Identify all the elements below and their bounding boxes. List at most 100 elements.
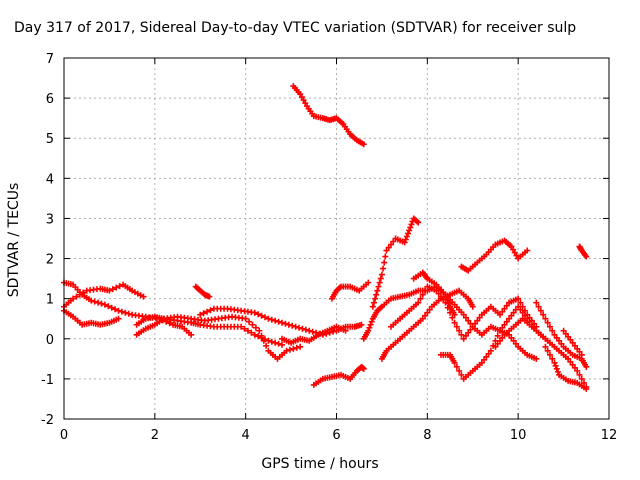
data-point bbox=[275, 340, 282, 347]
data-point bbox=[456, 327, 463, 334]
data-point bbox=[426, 306, 433, 313]
data-point bbox=[365, 327, 372, 334]
y-tick-label: 4 bbox=[46, 172, 54, 187]
data-point bbox=[298, 94, 305, 101]
data-point bbox=[358, 321, 365, 328]
data-point bbox=[558, 340, 565, 347]
data-point bbox=[465, 317, 472, 324]
x-axis-label: GPS time / hours bbox=[261, 456, 379, 472]
x-tick-label: 8 bbox=[423, 428, 431, 443]
data-point bbox=[306, 327, 313, 334]
data-point bbox=[519, 309, 526, 316]
data-point bbox=[422, 312, 429, 319]
data-series-arc-6 bbox=[192, 283, 213, 300]
data-point bbox=[503, 302, 510, 309]
data-point bbox=[375, 283, 382, 290]
data-point bbox=[309, 328, 316, 335]
data-point bbox=[453, 363, 460, 370]
data-point bbox=[552, 362, 559, 369]
data-point bbox=[583, 363, 590, 370]
data-point bbox=[115, 307, 122, 314]
data-point bbox=[108, 304, 115, 311]
data-point bbox=[444, 304, 451, 311]
y-tick-label: 7 bbox=[46, 52, 54, 67]
data-point bbox=[125, 310, 132, 317]
data-series-arc-2 bbox=[61, 279, 195, 338]
data-series-arc-9 bbox=[290, 83, 367, 148]
data-point bbox=[467, 320, 474, 327]
data-series-arc-3 bbox=[61, 281, 147, 310]
data-point bbox=[76, 291, 83, 298]
data-point bbox=[554, 368, 561, 375]
data-point bbox=[576, 348, 583, 355]
data-point bbox=[578, 375, 585, 382]
data-point bbox=[501, 321, 508, 328]
data-point bbox=[583, 385, 590, 392]
data-series-arc-10 bbox=[310, 363, 367, 388]
data-point bbox=[118, 308, 125, 315]
data-point bbox=[95, 299, 102, 306]
data-point bbox=[279, 319, 285, 326]
data-point bbox=[437, 293, 444, 300]
data-point bbox=[283, 347, 290, 354]
data-point bbox=[275, 318, 282, 325]
data-series-arc-23 bbox=[576, 243, 590, 260]
data-point bbox=[101, 301, 108, 308]
data-point bbox=[369, 303, 376, 310]
data-point bbox=[435, 290, 442, 297]
data-point bbox=[499, 308, 506, 315]
data-point bbox=[289, 322, 296, 329]
x-tick-label: 0 bbox=[60, 428, 68, 443]
data-point bbox=[542, 315, 549, 322]
data-point bbox=[506, 315, 513, 322]
data-point bbox=[299, 325, 306, 332]
data-point bbox=[383, 247, 390, 254]
data-point bbox=[524, 247, 531, 254]
data-series-arc-16 bbox=[410, 269, 540, 362]
data-point bbox=[474, 317, 481, 324]
data-point bbox=[517, 299, 524, 306]
y-tick-label: 5 bbox=[46, 132, 54, 147]
data-point bbox=[252, 324, 259, 331]
data-point bbox=[571, 342, 578, 349]
data-point bbox=[80, 289, 87, 296]
data-point bbox=[551, 331, 558, 338]
data-point bbox=[365, 279, 372, 286]
data-point bbox=[381, 259, 388, 266]
y-tick-label: 6 bbox=[46, 92, 54, 107]
data-point bbox=[122, 309, 129, 316]
data-point bbox=[458, 331, 465, 338]
x-tick-label: 12 bbox=[601, 428, 618, 443]
data-point bbox=[553, 334, 560, 341]
data-point bbox=[583, 253, 590, 260]
data-point bbox=[451, 359, 458, 366]
data-point bbox=[440, 296, 447, 303]
data-point bbox=[206, 293, 213, 300]
data-point bbox=[485, 350, 492, 357]
data-point bbox=[497, 311, 503, 318]
y-tick-label: -2 bbox=[41, 413, 54, 428]
data-point bbox=[499, 324, 506, 331]
data-series-arc-1 bbox=[61, 307, 122, 328]
data-point bbox=[483, 353, 490, 360]
data-point bbox=[415, 219, 422, 226]
data-point bbox=[515, 303, 522, 310]
data-point bbox=[258, 312, 265, 319]
data-point bbox=[300, 97, 307, 104]
data-point bbox=[549, 327, 556, 334]
x-tick-label: 2 bbox=[151, 428, 159, 443]
data-point bbox=[293, 344, 300, 351]
data-point bbox=[382, 253, 389, 260]
data-point bbox=[378, 271, 385, 278]
data-point bbox=[574, 367, 581, 374]
data-point bbox=[511, 249, 518, 256]
data-point bbox=[407, 224, 414, 231]
data-point bbox=[503, 318, 510, 325]
data-series-arc-19 bbox=[492, 315, 590, 390]
data-point bbox=[571, 364, 578, 371]
data-point bbox=[113, 284, 120, 291]
data-point bbox=[460, 311, 467, 318]
data-point bbox=[296, 324, 303, 331]
data-point bbox=[462, 314, 469, 321]
data-point bbox=[360, 365, 367, 372]
